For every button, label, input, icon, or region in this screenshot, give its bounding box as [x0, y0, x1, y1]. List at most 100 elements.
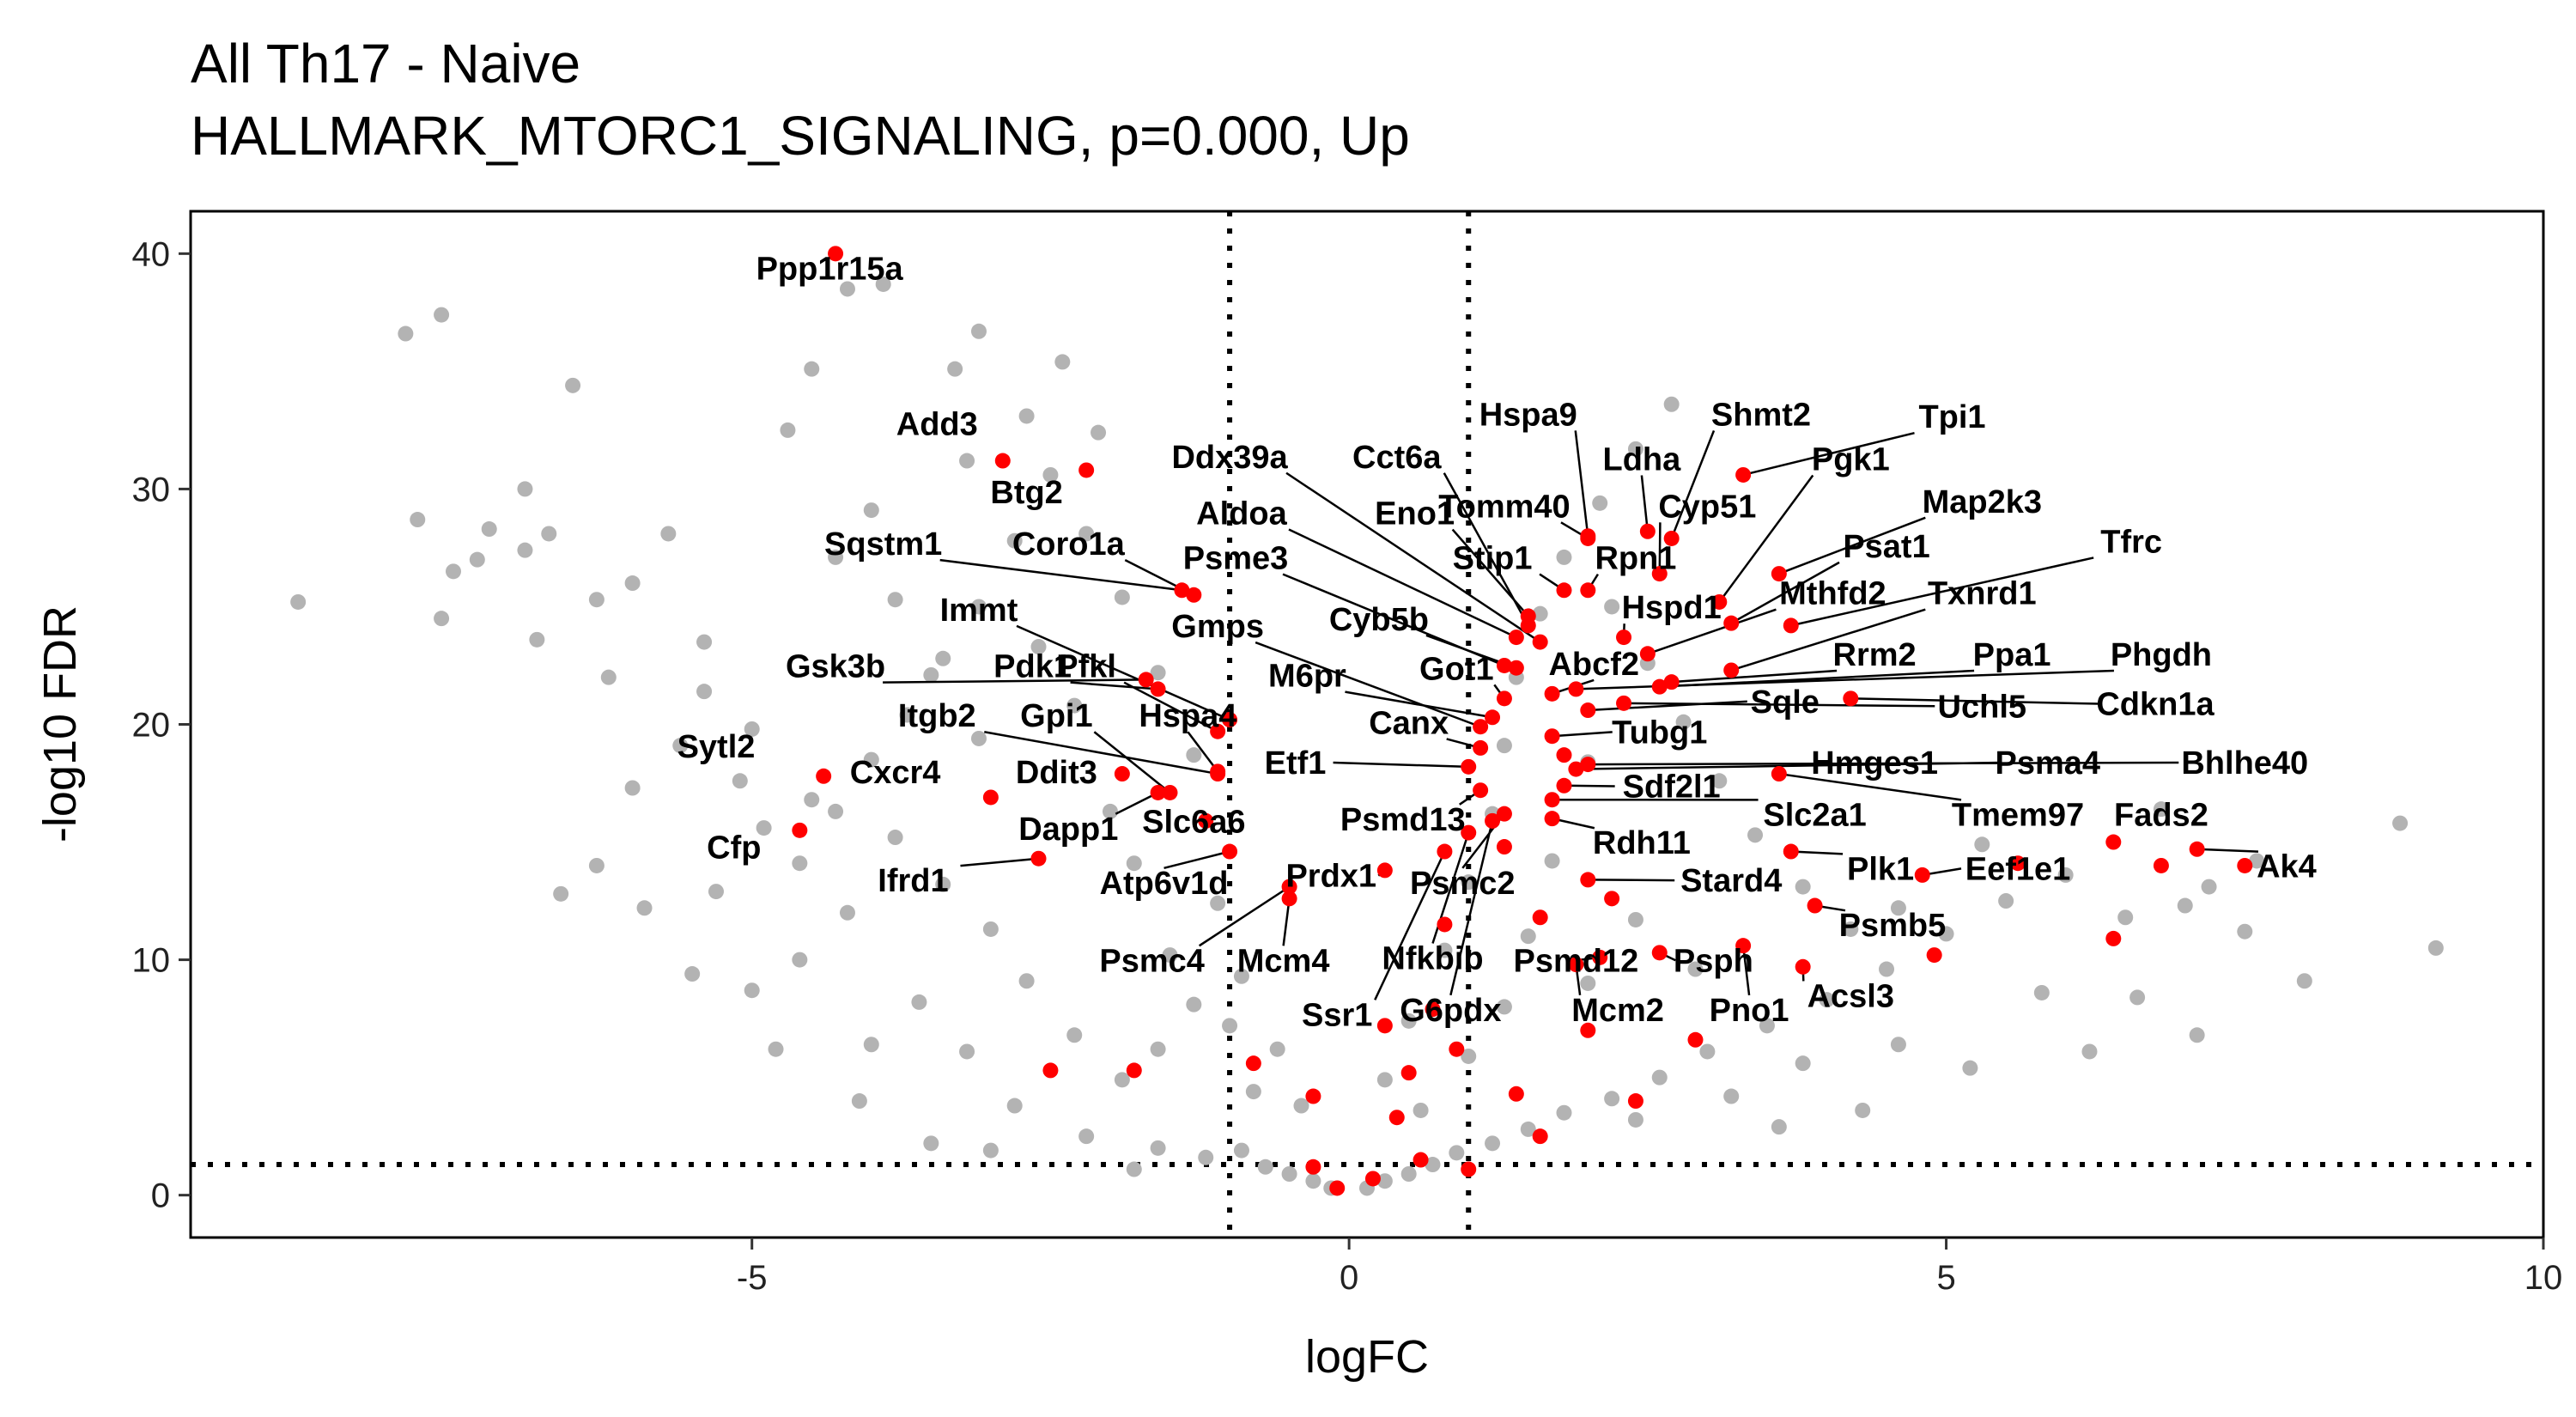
label-leader-lines: [883, 429, 2259, 1000]
highlight-point: [1496, 839, 1512, 855]
leader-line: [1850, 697, 2099, 705]
highlight-point: [1245, 1055, 1261, 1072]
highlight-point: [1042, 1062, 1059, 1079]
gene-label: Cct6a: [1352, 440, 1442, 476]
gene-label: Gsk3b: [786, 649, 885, 685]
y-axis-title: -log10 FDR: [34, 605, 86, 842]
leader-line: [1552, 731, 1613, 738]
y-tick-label: 0: [151, 1177, 170, 1215]
leader-line: [1163, 850, 1230, 870]
highlight-point-psma4: [1568, 761, 1584, 777]
gene-label: Prdx1: [1285, 859, 1376, 895]
gene-label: Psmc2: [1410, 866, 1516, 902]
highlight-point-fads2: [2105, 834, 2122, 850]
highlight-point-g6pdx: [1485, 812, 1501, 829]
gene-label: Map2k3: [1923, 484, 2042, 520]
background-point: [588, 592, 605, 608]
gene-label: Sytl2: [677, 729, 756, 765]
background-point: [2201, 879, 2217, 895]
leader-line: [1443, 472, 1529, 626]
background-point: [1186, 747, 1202, 763]
highlight-point-hspd1: [1616, 629, 1632, 646]
leader-line: [984, 731, 1218, 775]
highlight-point: [2237, 857, 2253, 873]
gene-label: Nfkbib: [1382, 941, 1483, 977]
background-point: [744, 721, 760, 737]
highlight-point: [1425, 1001, 1441, 1018]
background-point: [1186, 996, 1202, 1013]
gene-label: Fads2: [2114, 797, 2208, 833]
leader-line: [883, 678, 1146, 684]
gene-label: Sdf2l1: [1623, 769, 1721, 805]
highlight-point: [1461, 1161, 1477, 1177]
background-point: [947, 361, 963, 377]
background-point: [1604, 1091, 1620, 1107]
gene-label: Mthfd2: [1779, 576, 1886, 612]
highlight-point-cxcr4: [982, 789, 999, 806]
background-point: [1520, 928, 1536, 945]
background-point: [529, 631, 545, 648]
background-point: [469, 551, 485, 568]
background-point: [624, 575, 641, 592]
background-point: [2392, 815, 2409, 831]
background-point: [1305, 1173, 1321, 1189]
highlight-point-cfp: [792, 822, 808, 838]
gene-label: Mcm2: [1571, 993, 1664, 1029]
background-point: [1400, 1165, 1417, 1182]
background-point: [887, 592, 903, 608]
gene-label: Slc2a1: [1763, 797, 1866, 833]
background-point: [863, 502, 879, 519]
background-point: [624, 780, 641, 796]
leader-line: [1115, 791, 1159, 815]
background-point: [1890, 900, 1906, 916]
gene-label: Rdh11: [1593, 825, 1691, 861]
background-point: [863, 751, 879, 768]
highlight-point-ppp1r15a: [828, 246, 844, 262]
background-point: [1532, 605, 1548, 622]
highlight-point-tfrc: [1783, 617, 1799, 634]
gene-label: Coro1a: [1012, 526, 1126, 563]
background-point: [1150, 1041, 1166, 1057]
background-point: [875, 276, 891, 292]
highlight-point-add3: [994, 453, 1011, 469]
highlight-point-stard4: [1580, 872, 1596, 888]
highlight-point-sqle: [1580, 702, 1596, 719]
gene-label: Acsl3: [1807, 978, 1894, 1014]
highlight-point-sdf2l1: [1556, 777, 1572, 794]
highlight-point-atp6v1d: [1222, 843, 1238, 860]
background-point: [923, 666, 939, 683]
background-point: [1078, 1128, 1095, 1145]
gene-label: Cdkn1a: [2096, 687, 2215, 723]
highlight-point-shmt2: [1663, 530, 1680, 546]
background-point: [1222, 1018, 1238, 1034]
background-point: [1496, 738, 1512, 754]
gene-label: M6pr: [1268, 659, 1346, 695]
highlight-point-rrm2: [1663, 674, 1680, 690]
highlight-point-ssr1: [1437, 843, 1453, 860]
highlight-points: [792, 246, 2253, 1196]
highlight-point-uchl5: [1616, 695, 1632, 711]
background-point: [1018, 973, 1035, 989]
background-point: [1699, 1043, 1716, 1060]
background-point: [1150, 665, 1166, 681]
gene-label: Psat1: [1843, 529, 1929, 565]
background-point: [1747, 827, 1764, 843]
background-point: [565, 377, 581, 393]
background-point: [1150, 1140, 1166, 1156]
background-point: [1126, 855, 1142, 872]
gene-label: Slc6a6: [1142, 805, 1245, 841]
background-point: [1269, 1041, 1285, 1057]
background-point: [768, 1041, 784, 1057]
background-point: [2189, 1027, 2205, 1043]
leader-line: [1670, 429, 1716, 539]
highlight-point: [1580, 1022, 1596, 1038]
highlight-point-cct6a: [1520, 617, 1536, 634]
highlight-point-psph: [1651, 945, 1668, 961]
background-point: [1496, 999, 1512, 1015]
background-point: [1890, 1037, 1906, 1053]
highlight-point-sytl2: [816, 768, 832, 784]
highlight-point-eef1e1: [1914, 867, 1930, 883]
background-point: [2177, 897, 2193, 914]
gene-label: Sqle: [1751, 684, 1820, 721]
background-point: [1974, 836, 1990, 853]
